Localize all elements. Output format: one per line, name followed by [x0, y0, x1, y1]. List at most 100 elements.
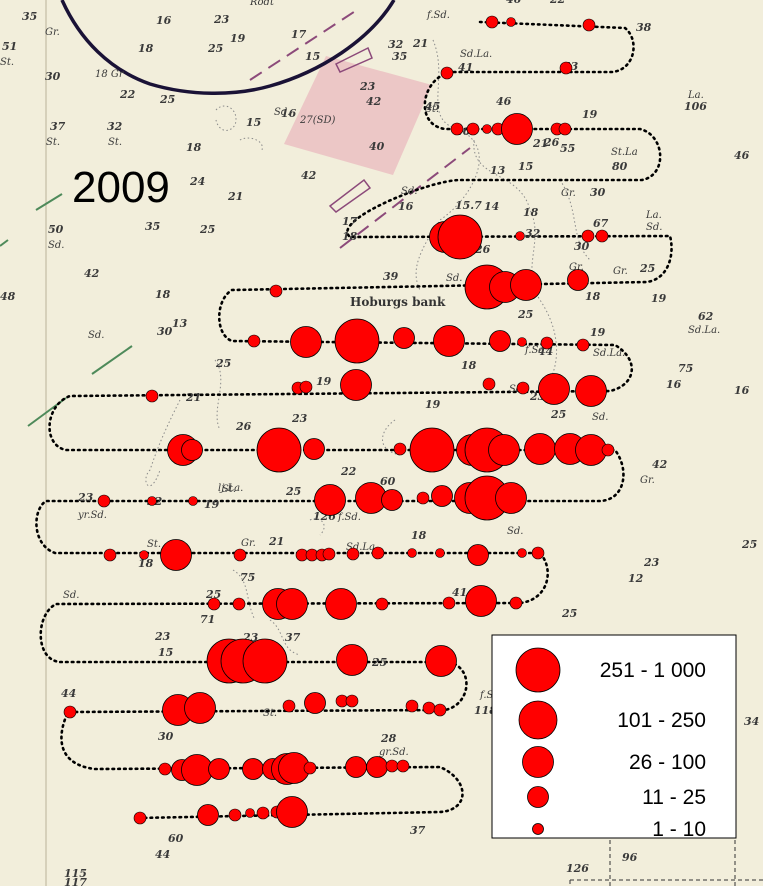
- depth-sounding: 35: [392, 50, 407, 63]
- sample-marker: [314, 484, 346, 516]
- depth-sounding: 46: [496, 95, 512, 108]
- depth-sounding: 41: [452, 586, 467, 599]
- depth-sounding: 126: [566, 862, 589, 875]
- depth-sounding: 39: [383, 270, 399, 283]
- depth-sounding: 115: [64, 867, 87, 880]
- depth-sounding: 18: [461, 359, 477, 372]
- depth-sounding: 118: [474, 704, 497, 717]
- legend-label: 26 - 100: [629, 751, 706, 774]
- sample-marker: [509, 596, 523, 610]
- depth-sounding: Sd.: [48, 240, 64, 251]
- legend: 251 - 1 000 101 - 250 26 - 100 11 - 25 1 - 1…: [491, 634, 737, 841]
- depth-sounding: St.: [147, 539, 161, 550]
- sample-marker: [482, 377, 496, 391]
- depth-sounding: f.Sd.: [479, 690, 503, 701]
- depth-sounding: 18: [411, 529, 427, 542]
- depth-sounding: 30: [590, 186, 606, 199]
- sample-marker: [181, 439, 203, 461]
- sample-marker: [145, 389, 159, 403]
- sector-lines: [569, 840, 763, 886]
- depth-sounding: 48: [0, 290, 16, 303]
- depth-sounding: 25: [639, 262, 655, 275]
- depth-sounding: 19: [425, 398, 441, 411]
- sample-marker: [325, 588, 357, 620]
- sample-marker: [540, 336, 554, 350]
- sample-marker: [303, 438, 325, 460]
- sample-marker: [488, 434, 520, 466]
- depth-sounding: 18: [585, 290, 601, 303]
- sample-marker: [393, 442, 407, 456]
- depth-sounding: 18: [342, 230, 358, 243]
- depth-sounding: 19: [582, 108, 598, 121]
- sample-marker: [405, 699, 419, 713]
- depth-sounding: 14: [484, 200, 499, 213]
- sample-marker: [276, 588, 308, 620]
- survey-track: [35, 20, 673, 820]
- sample-marker: [322, 547, 336, 561]
- depth-sounding: Sd.La.: [460, 49, 492, 60]
- sample-marker: [517, 548, 527, 558]
- depth-sounding: St.: [0, 57, 14, 68]
- sample-marker: [516, 381, 530, 395]
- sample-marker: [184, 692, 216, 724]
- legend-marker: [515, 647, 561, 693]
- depth-sounding: Sd.: [592, 412, 608, 423]
- depth-sounding: 44: [61, 687, 76, 700]
- depth-sounding: 21: [268, 535, 284, 548]
- sample-marker: [385, 759, 399, 773]
- sample-marker: [510, 269, 542, 301]
- bank-name: Hoburgs bank: [350, 295, 446, 309]
- depth-sounding: 25: [159, 93, 175, 106]
- depth-sounding: St.: [46, 137, 60, 148]
- sample-marker: [482, 124, 492, 134]
- depth-sounding: 16: [156, 14, 172, 27]
- sample-marker: [601, 443, 615, 457]
- sample-marker: [442, 596, 456, 610]
- depth-sounding: 25: [741, 538, 757, 551]
- depth-sounding: 51: [2, 40, 17, 53]
- sample-marker: [567, 269, 589, 291]
- legend-label: 251 - 1 000: [600, 659, 706, 682]
- depth-sounding: Sd.La.: [346, 542, 378, 553]
- depth-sounding: 30: [157, 325, 173, 338]
- depth-contours: [145, 39, 591, 656]
- depth-sounding: 27(SD): [299, 115, 335, 126]
- depth-sounding: 30: [574, 240, 590, 253]
- legend-label: 11 - 25: [642, 786, 706, 809]
- sample-marker: [433, 703, 447, 717]
- year-label: 2009: [72, 163, 170, 212]
- depth-sounding: Sd.La.: [593, 348, 625, 359]
- sample-marker: [366, 756, 388, 778]
- sample-marker: [576, 338, 590, 352]
- depth-sounding: 25: [561, 607, 577, 620]
- legend-marker: [532, 823, 544, 835]
- depth-sounding: 12: [628, 572, 644, 585]
- depth-sounding: 19: [204, 498, 220, 511]
- sample-marker: [245, 808, 255, 818]
- depth-sounding: 15.7: [455, 199, 482, 212]
- sample-marker: [282, 699, 296, 713]
- sample-marker: [247, 334, 261, 348]
- sample-marker: [466, 122, 480, 136]
- sample-marker: [501, 113, 533, 145]
- depth-sounding: St.La: [611, 147, 638, 158]
- depth-sounding: 18: [523, 206, 539, 219]
- depth-sounding: Gr.: [241, 538, 256, 549]
- sample-marker: [407, 548, 417, 558]
- restricted-area: [249, 7, 471, 249]
- depth-sounding: 23: [359, 80, 376, 93]
- depth-sounding: La.: [687, 90, 704, 101]
- sample-marker: [485, 15, 499, 29]
- depth-sounding: Sd.: [63, 590, 79, 601]
- sample-marker: [431, 485, 453, 507]
- sample-marker: [465, 585, 497, 617]
- sample-marker: [158, 762, 172, 776]
- depth-sounding: 25: [285, 485, 301, 498]
- depth-sounding: Sd.: [401, 186, 417, 197]
- depth-sounding: 18: [155, 288, 171, 301]
- depth-sounding: 18 Gr: [95, 69, 125, 80]
- depth-sounding: Gr.: [640, 475, 655, 486]
- depth-sounding: 75: [678, 362, 693, 375]
- depth-sounding: 23: [154, 630, 171, 643]
